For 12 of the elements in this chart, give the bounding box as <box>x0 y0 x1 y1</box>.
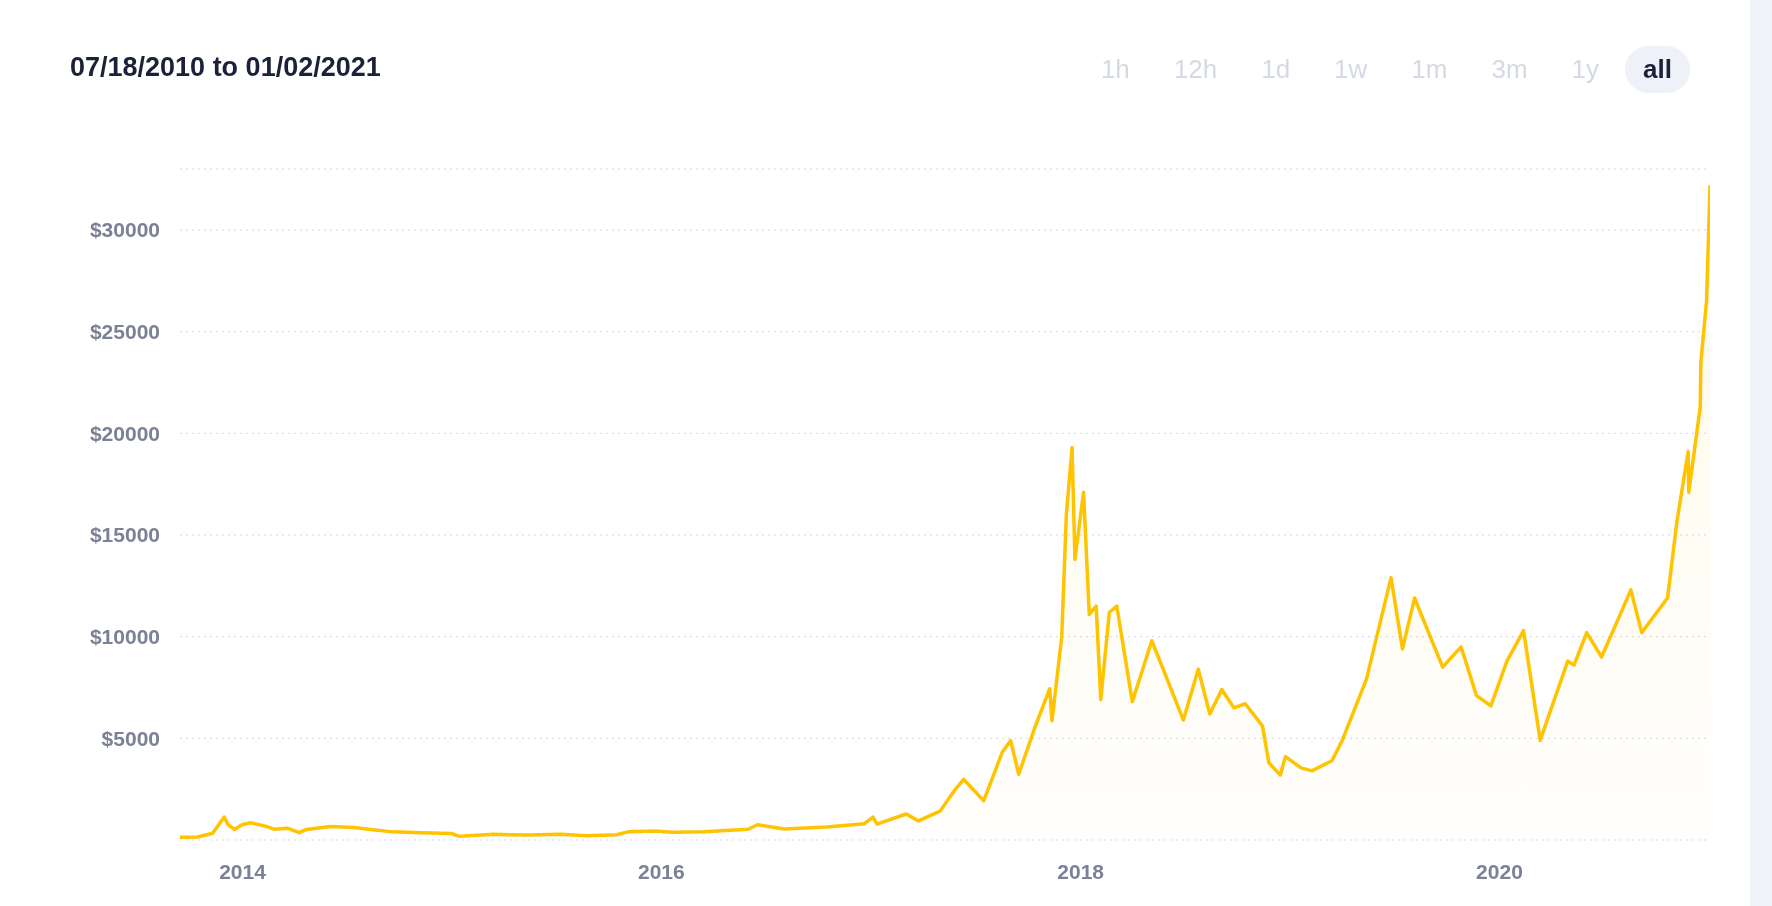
y-tick-label: $10000 <box>89 625 160 649</box>
x-tick-label: 2014 <box>219 859 267 883</box>
x-tick-label: 2018 <box>1057 859 1105 883</box>
y-tick-label: $30000 <box>89 218 160 242</box>
x-tick-label: 2020 <box>1476 859 1523 883</box>
range-button[interactable]: all <box>1625 46 1690 93</box>
x-tick-label: 2016 <box>637 859 685 883</box>
y-tick-label: $25000 <box>89 320 160 344</box>
y-tick-label: $15000 <box>89 523 160 547</box>
chart-title: 07/18/2010 to 01/02/2021 <box>70 52 381 83</box>
y-tick-label: $5000 <box>101 726 160 750</box>
y-tick-label: $20000 <box>89 421 160 445</box>
